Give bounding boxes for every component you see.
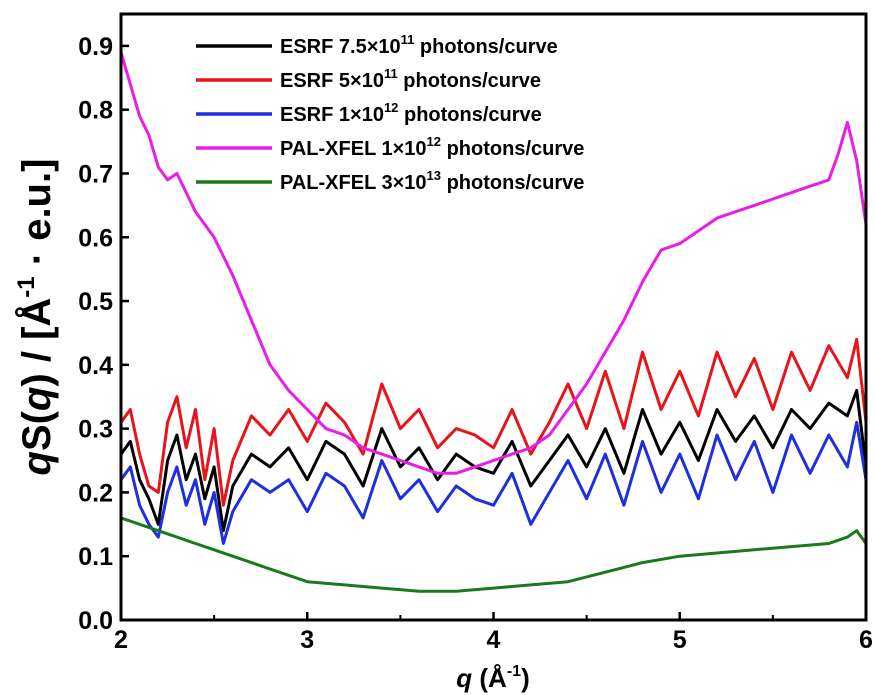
legend-label-2: ESRF 1×1012 photons/curve	[280, 100, 542, 126]
y-tick-label-4: 0.4	[78, 352, 113, 380]
x-tick-label-3: 5	[673, 626, 687, 654]
series-layer	[119, 50, 868, 593]
legend-layer: ESRF 7.5×1011 photons/curve ESRF 5×1011 p…	[196, 32, 584, 194]
x-axis-title: q (Å-1)	[456, 663, 529, 693]
y-tick-label-2: 0.2	[78, 479, 113, 507]
legend-label-4: PAL-XFEL 3×1013 photons/curve	[280, 168, 584, 194]
x-tick-label-2: 4	[487, 626, 501, 654]
y-tick-label-5: 0.5	[78, 288, 113, 316]
series-line-4	[119, 516, 868, 593]
series-line-2	[119, 420, 868, 545]
ticks-layer: 2 3 4 5 6 0.0 0.1 0.2 0.3 0.4 0.5 0.6 0.7 0.8 0.9	[78, 33, 873, 654]
series-line-3	[119, 50, 868, 475]
legend-label-1: ESRF 5×1011 photons/curve	[280, 66, 541, 92]
x-tick-label-4: 6	[859, 626, 873, 654]
x-tick-label-0: 2	[114, 626, 128, 654]
x-tick-label-1: 3	[300, 626, 314, 654]
y-tick-label-8: 0.8	[78, 97, 113, 125]
y-tick-label-0: 0.0	[78, 607, 113, 635]
y-tick-label-3: 0.3	[78, 416, 113, 444]
series-line-0	[119, 388, 868, 533]
y-tick-label-9: 0.9	[78, 33, 113, 61]
series-line-1	[119, 337, 868, 507]
y-axis-title: qS(q) / [Å-1 · e.u.]	[13, 159, 59, 476]
legend-label-0: ESRF 7.5×1011 photons/curve	[280, 32, 558, 58]
y-tick-label-1: 0.1	[78, 543, 113, 571]
y-tick-label-6: 0.6	[78, 224, 113, 252]
y-tick-label-7: 0.7	[78, 160, 113, 188]
legend-label-3: PAL-XFEL 1×1012 photons/curve	[280, 134, 584, 160]
